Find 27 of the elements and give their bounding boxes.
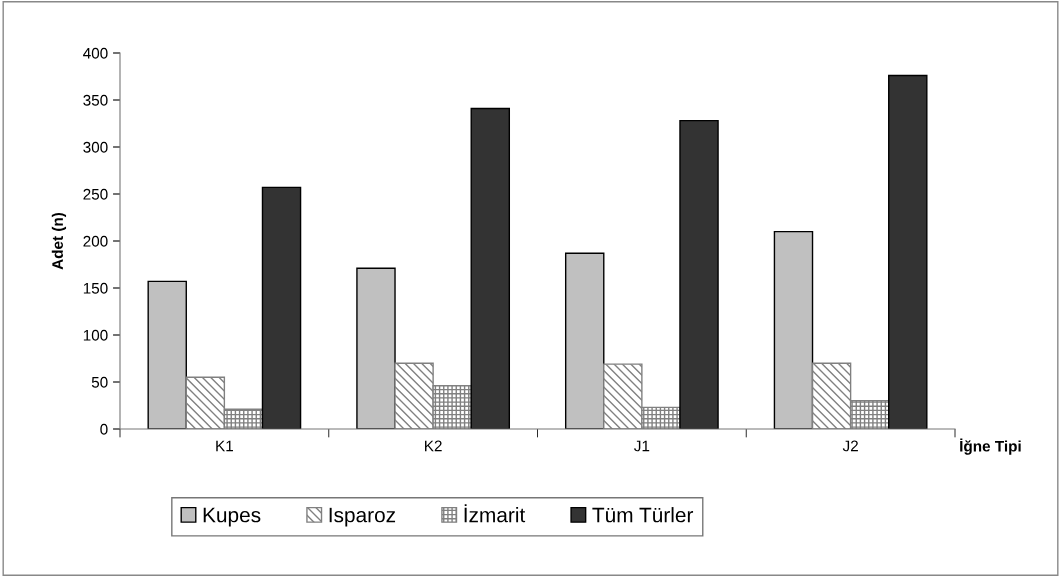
- legend-label: Kupes: [203, 507, 261, 527]
- x-tick-label: K2: [425, 440, 442, 452]
- x-tick-label: J2: [842, 440, 858, 452]
- y-tick-label: 200: [83, 235, 108, 247]
- bar: [261, 186, 302, 429]
- y-tick-label: 400: [83, 47, 108, 59]
- y-tick-label: 150: [83, 282, 108, 294]
- y-tick-label: 0: [100, 423, 108, 435]
- bar: [147, 280, 187, 429]
- y-tick-label: 250: [83, 188, 108, 200]
- bar: [773, 230, 814, 429]
- legend-label: Isparoz: [329, 507, 396, 527]
- bar: [470, 107, 511, 429]
- y-tick-label: 50: [91, 376, 108, 388]
- y-tick-label: 300: [83, 141, 108, 153]
- y-axis-title: Adet (n): [51, 212, 67, 270]
- legend-label: İzmarit: [464, 504, 526, 523]
- bar: [888, 74, 928, 429]
- y-tick-label: 350: [83, 94, 108, 106]
- bar: [564, 252, 605, 429]
- bar: [356, 267, 396, 429]
- x-tick-label: K1: [216, 440, 233, 452]
- x-axis-title: İğne Tipi: [960, 438, 1021, 455]
- legend-label: Tüm Türler: [592, 507, 694, 523]
- bar: [679, 119, 719, 429]
- y-tick-label: 100: [83, 329, 108, 341]
- x-tick-label: J1: [634, 440, 650, 452]
